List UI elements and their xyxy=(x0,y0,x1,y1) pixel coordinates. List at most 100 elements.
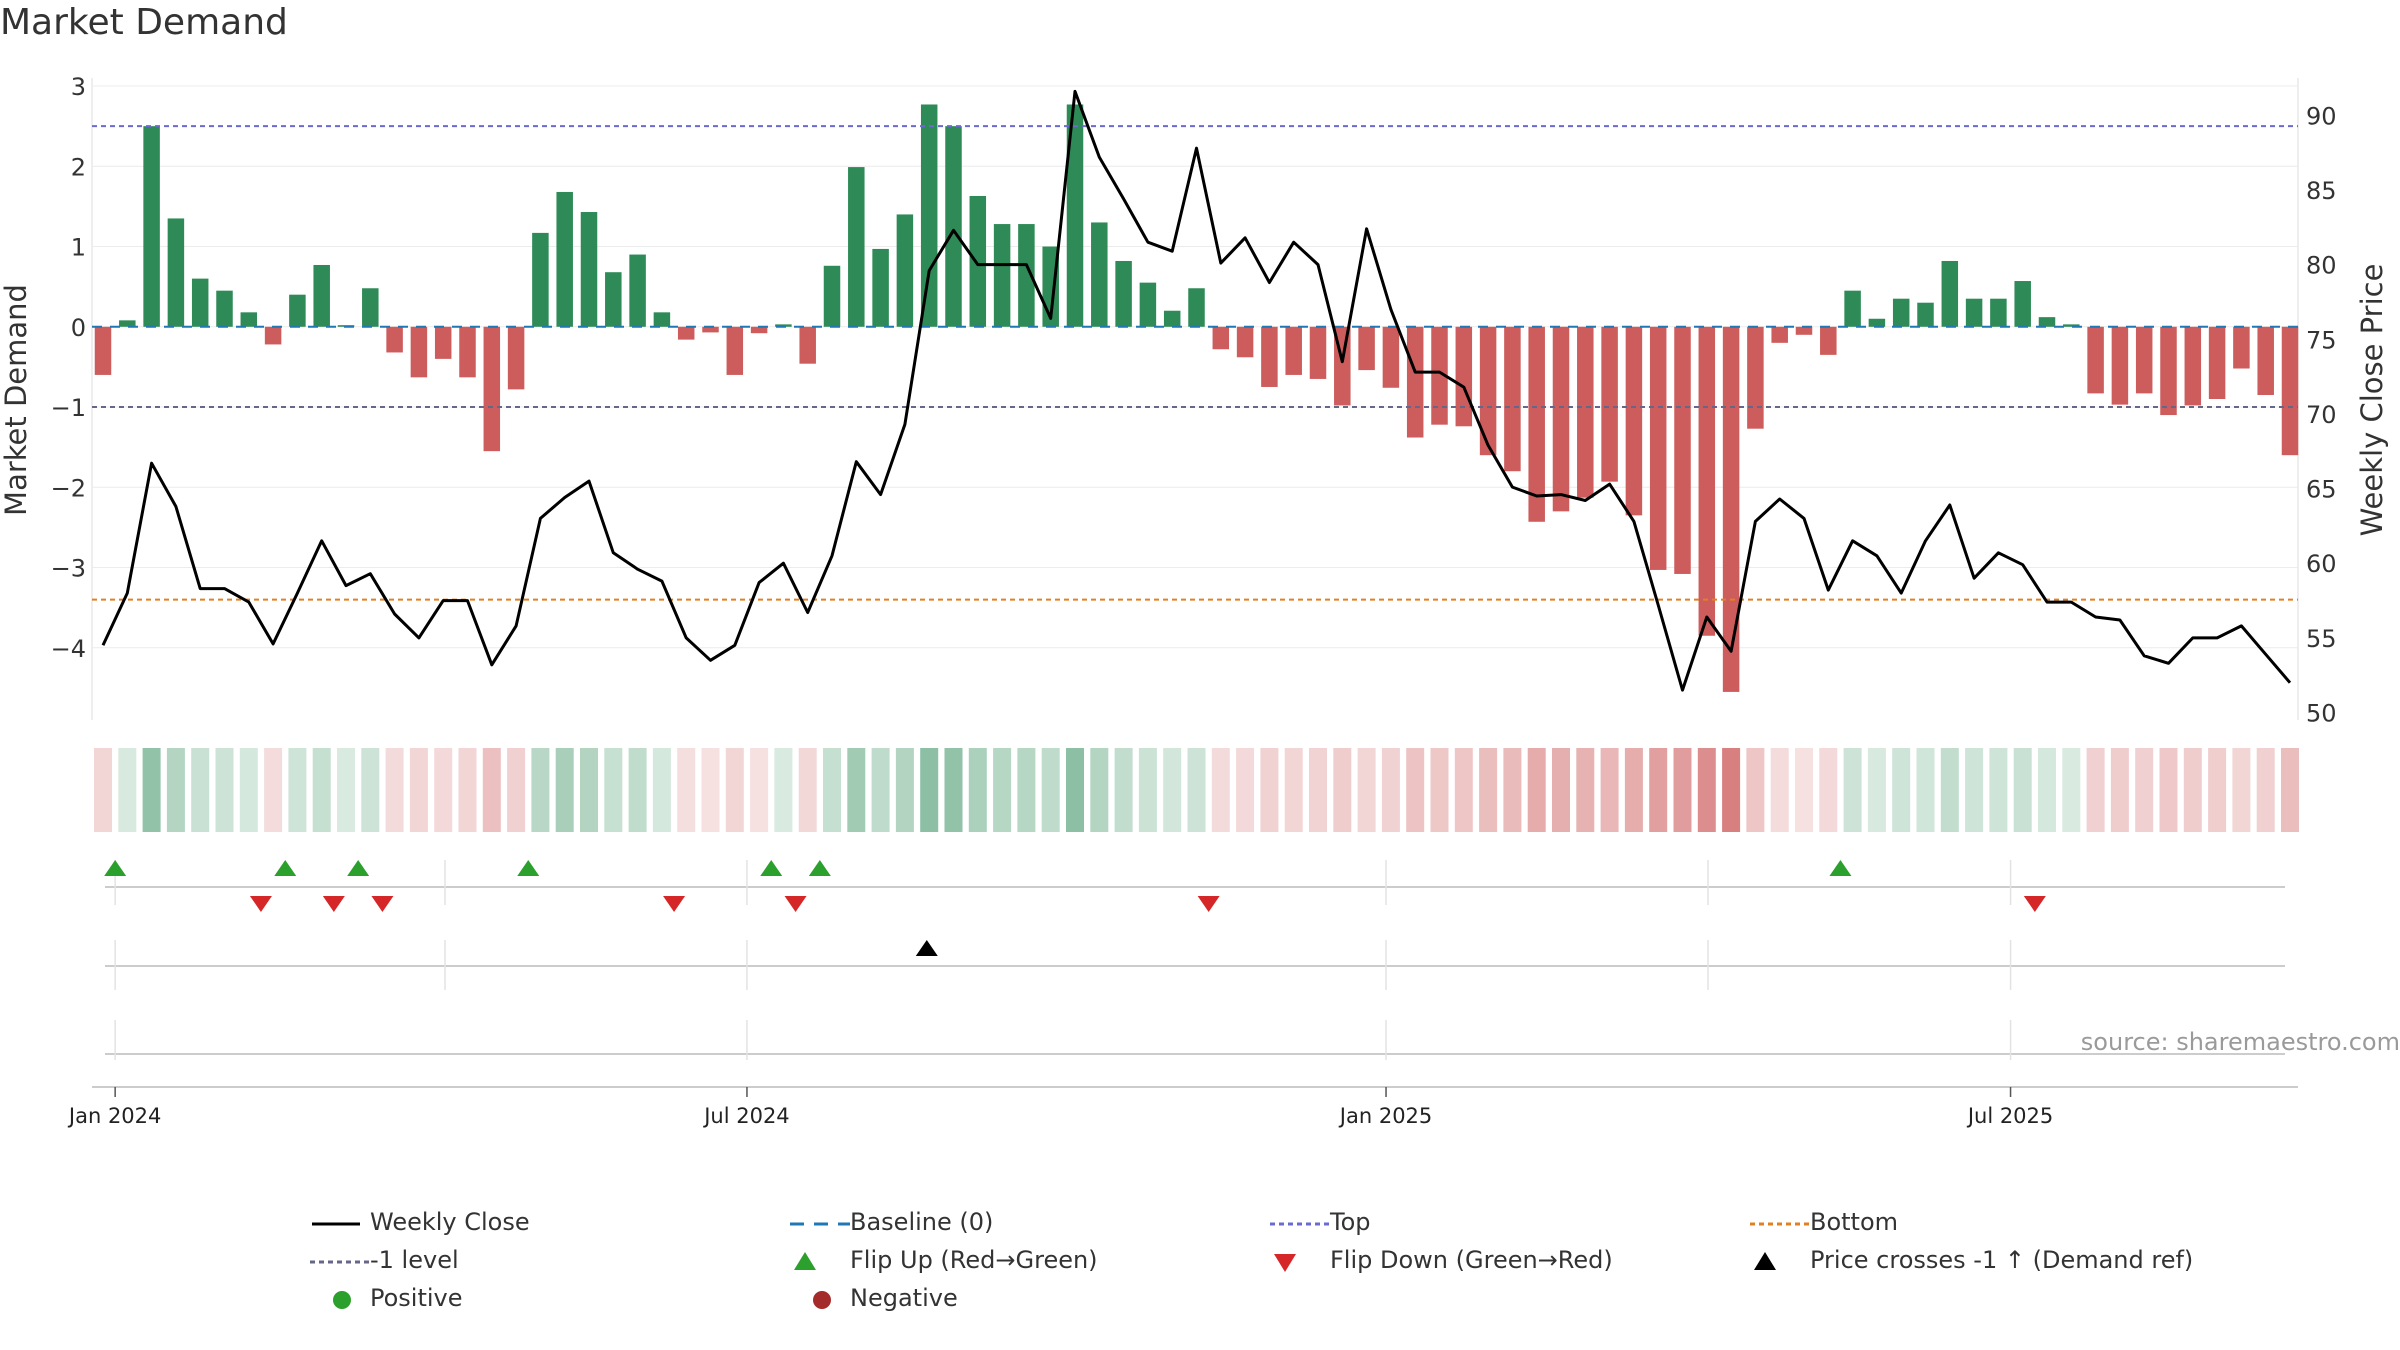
demand-bar xyxy=(1115,260,1132,327)
demand-strip-cell xyxy=(2159,748,2178,832)
legend-label: Top xyxy=(1330,1208,1371,1236)
demand-strip-cell xyxy=(1381,748,1400,832)
demand-bar xyxy=(1892,298,1910,327)
flip-down-marker xyxy=(2023,896,2046,912)
demand-strip-cell xyxy=(1867,748,1886,832)
demand-bar xyxy=(1139,282,1157,327)
demand-strip-cell xyxy=(1479,748,1498,832)
demand-strip-cell xyxy=(1965,748,1984,832)
demand-strip-cell xyxy=(2183,748,2202,832)
legend-flip-down: Flip Down (Green→Red) xyxy=(1260,1246,1620,1278)
demand-strip-cell xyxy=(871,748,890,832)
demand-bar xyxy=(677,326,695,340)
demand-bar xyxy=(1406,326,1424,438)
legend-label: Price crosses -1 ↑ (Demand ref) xyxy=(1810,1246,2194,1274)
demand-bar xyxy=(386,326,403,353)
demand-bar xyxy=(1382,326,1400,388)
y2-tick-label: 50 xyxy=(2306,700,2337,728)
y2-tick-label: 65 xyxy=(2306,476,2337,504)
y-axis-label: Market Demand xyxy=(0,284,33,516)
demand-strip-cell xyxy=(555,748,574,832)
x-tick-label: Jul 2025 xyxy=(1966,1104,2053,1128)
demand-bar xyxy=(775,324,792,327)
demand-bar xyxy=(1309,326,1327,379)
demand-strip-cell xyxy=(385,748,404,832)
chart-title: Market Demand xyxy=(0,2,288,43)
demand-bar xyxy=(1066,104,1084,327)
weekly-close-line xyxy=(101,89,2292,692)
y2-tick-label: 70 xyxy=(2306,401,2337,429)
demand-strip-cell xyxy=(1697,748,1716,832)
legend-flip-up: Flip Up (Red→Green) xyxy=(780,1246,1140,1278)
demand-bar xyxy=(2038,317,2056,327)
demand-bar xyxy=(532,232,549,327)
demand-strip-cell xyxy=(652,748,671,832)
demand-strip-cell xyxy=(1138,748,1157,832)
demand-bar xyxy=(2208,326,2226,399)
demand-bar xyxy=(1577,326,1594,498)
demand-bar xyxy=(2014,281,2031,327)
dotted-line-icon xyxy=(310,1260,370,1264)
demand-bar xyxy=(1455,326,1473,427)
demand-bar xyxy=(556,191,573,327)
demand-bar xyxy=(702,326,719,333)
demand-bar xyxy=(1625,326,1643,516)
demand-strip-cell xyxy=(1770,748,1789,832)
demand-bar xyxy=(2135,326,2153,394)
demand-strip-cell xyxy=(774,748,793,832)
demand-bar xyxy=(94,326,112,375)
legend-positive: Positive xyxy=(300,1284,660,1316)
demand-strip-cell xyxy=(1503,748,1522,832)
legend-weekly-close: Weekly Close xyxy=(300,1208,660,1240)
demand-bar xyxy=(872,248,889,327)
demand-bar xyxy=(2160,326,2177,416)
legend-price-cross: Price crosses -1 ↑ (Demand ref) xyxy=(1740,1246,2240,1278)
demand-strip-cell xyxy=(2135,748,2154,832)
demand-bar xyxy=(1722,326,1740,692)
demand-strip-cell xyxy=(1649,748,1668,832)
demand-strip-cell xyxy=(1673,748,1692,832)
demand-strip-cell xyxy=(337,748,355,832)
demand-bar xyxy=(1990,298,2007,327)
demand-bar xyxy=(629,254,646,327)
flip-down-marker xyxy=(1197,896,1220,912)
demand-strip-cell xyxy=(2208,748,2227,832)
demand-bar xyxy=(969,195,987,327)
demand-bar xyxy=(1163,310,1181,327)
demand-strip-cell xyxy=(750,748,769,832)
demand-strip-cell xyxy=(1211,748,1230,832)
demand-bar xyxy=(1868,318,1886,327)
demand-strip-cell xyxy=(1309,748,1327,832)
legend-bottom: Bottom xyxy=(1740,1208,2100,1240)
demand-bar xyxy=(216,290,233,327)
y2-axis-label: Weekly Close Price xyxy=(2355,264,2389,537)
y-tick-label: −3 xyxy=(51,555,86,583)
legend-label: -1 level xyxy=(370,1246,459,1274)
demand-strip-cell xyxy=(94,748,112,832)
demand-bar xyxy=(1018,224,1035,327)
demand-bar xyxy=(483,326,501,452)
demand-strip-cell xyxy=(1430,748,1449,832)
dotted-line-icon xyxy=(1270,1222,1330,1226)
demand-strip-cell xyxy=(2038,748,2056,832)
demand-strip-cell xyxy=(1746,748,1765,832)
demand-bar xyxy=(119,320,136,327)
circle-icon xyxy=(333,1291,351,1309)
source-label: source: sharemaestro.com xyxy=(2081,1028,2400,1056)
demand-strip-cell xyxy=(1600,748,1619,832)
price-cross-marker xyxy=(915,940,938,956)
demand-strip-cell xyxy=(312,748,331,832)
demand-strip-cell xyxy=(1163,748,1182,832)
legend-label: Bottom xyxy=(1810,1208,1899,1236)
demand-strip-cell xyxy=(1260,748,1279,832)
demand-bar xyxy=(750,326,768,334)
demand-bar xyxy=(191,278,209,327)
demand-bar xyxy=(1528,326,1545,522)
demand-bar xyxy=(848,167,865,327)
demand-bar xyxy=(1261,326,1278,387)
demand-strip-cell xyxy=(166,748,185,832)
demand-strip-cell xyxy=(1236,748,1255,832)
demand-strip-cell xyxy=(458,748,477,832)
demand-bar xyxy=(1747,326,1764,429)
demand-bar xyxy=(1212,326,1230,350)
